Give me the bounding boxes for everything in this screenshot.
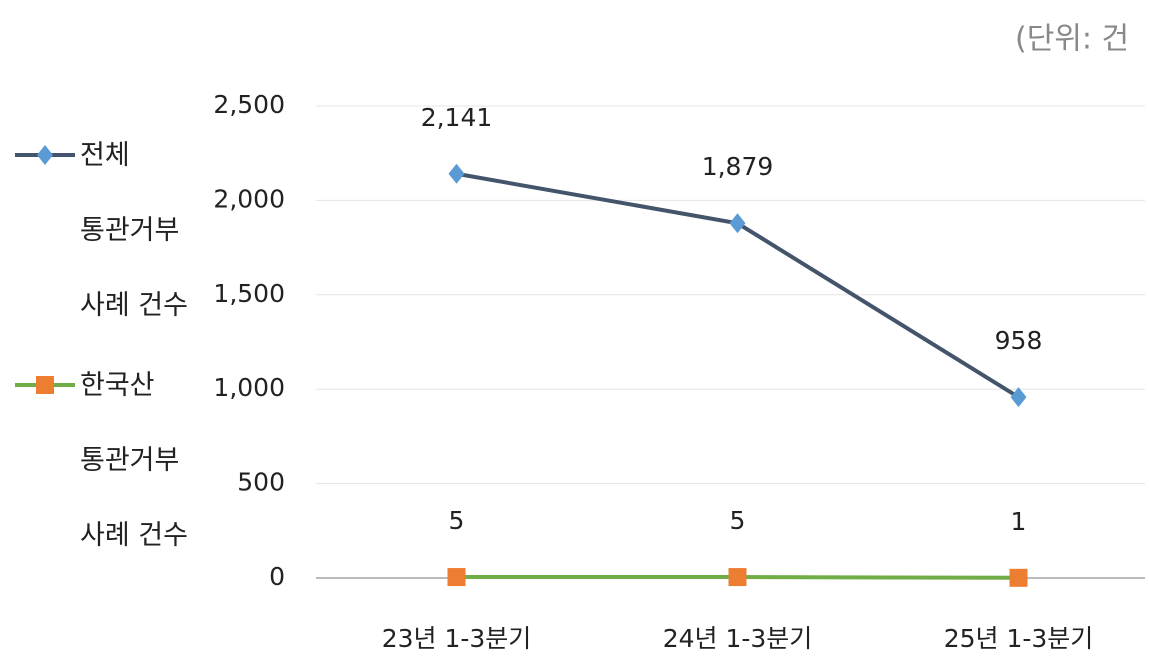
marker: [1010, 387, 1027, 408]
data-label: 1,879: [702, 152, 774, 181]
marker: [1009, 568, 1028, 587]
x-tick-label: 23년 1-3분기: [382, 624, 532, 653]
y-tick-label: 1,500: [213, 279, 285, 308]
data-label: 958: [995, 326, 1043, 355]
x-tick-label: 24년 1-3분기: [663, 624, 813, 653]
legend-label: 한국산 통관거부 사례 건수: [80, 370, 188, 551]
data-label: 1: [1011, 507, 1027, 536]
marker: [37, 145, 53, 165]
unit-label: (단위: 건: [1015, 22, 1129, 57]
data-label: 5: [449, 506, 465, 535]
marker: [728, 568, 747, 587]
marker: [448, 163, 465, 184]
legend-label: 전체 통관거부 사례 건수: [80, 140, 188, 321]
data-label: 2,141: [421, 103, 493, 132]
marker: [447, 568, 466, 587]
series-line: [456, 171, 1020, 399]
x-tick-label: 25년 1-3분기: [944, 624, 1094, 653]
y-tick-label: 500: [237, 468, 285, 497]
y-tick-label: 1,000: [213, 373, 285, 402]
marker: [729, 213, 746, 234]
data-label: 5: [730, 506, 746, 535]
y-tick-label: 2,500: [213, 90, 285, 119]
marker: [36, 376, 54, 394]
y-tick-label: 2,000: [213, 184, 285, 213]
y-tick-label: 0: [269, 562, 285, 591]
